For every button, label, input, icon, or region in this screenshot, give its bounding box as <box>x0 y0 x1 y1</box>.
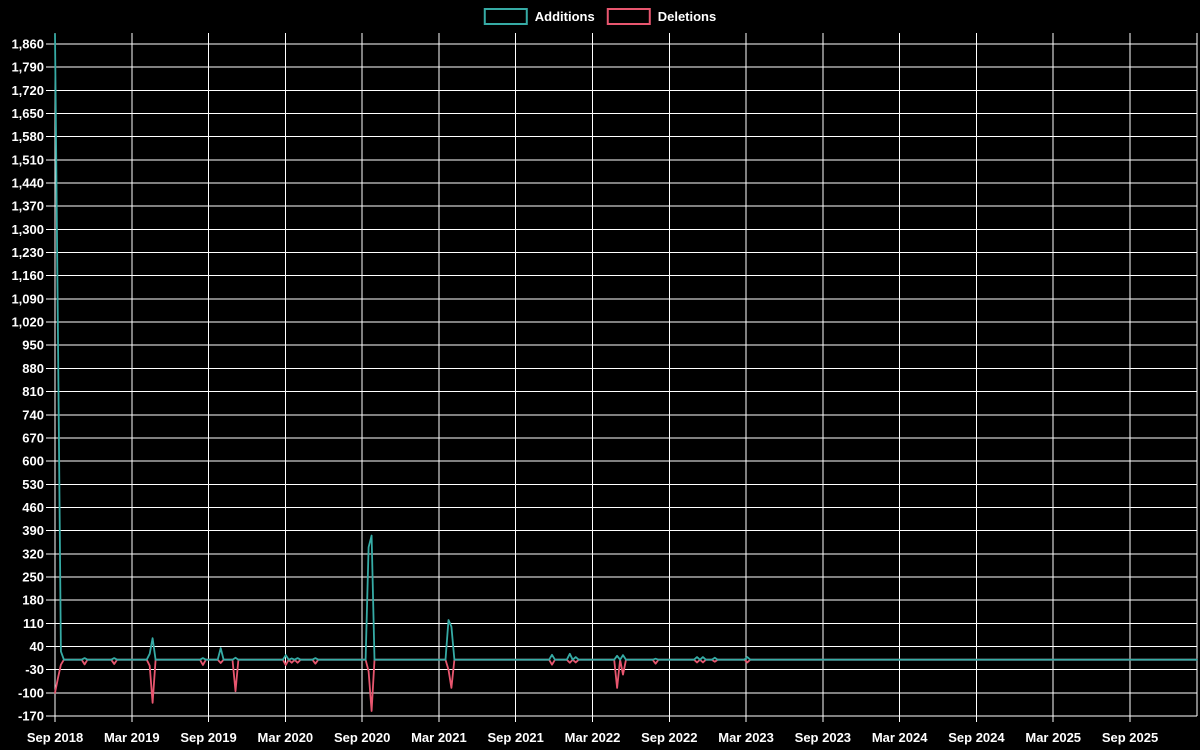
y-axis-tick-label: 1,300 <box>11 222 44 237</box>
y-axis-tick-label: 1,580 <box>11 129 44 144</box>
legend-item-additions[interactable]: Additions <box>483 8 595 25</box>
chart-legend: Additions Deletions <box>483 8 717 25</box>
y-axis-tick-label: 1,720 <box>11 83 44 98</box>
y-axis-tick-label: 1,510 <box>11 152 44 167</box>
x-axis-tick-label: Sep 2019 <box>180 730 236 745</box>
y-axis-tick-label: 390 <box>22 523 44 538</box>
y-axis-tick-label: 530 <box>22 477 44 492</box>
y-axis-tick-label: 670 <box>22 430 44 445</box>
y-axis-tick-label: 950 <box>22 338 44 353</box>
x-axis-tick-label: Mar 2019 <box>104 730 160 745</box>
y-axis-tick-label: 1,090 <box>11 291 44 306</box>
y-axis-tick-label: -100 <box>18 685 44 700</box>
x-axis-tick-label: Sep 2018 <box>27 730 83 745</box>
x-axis-tick-label: Mar 2021 <box>411 730 467 745</box>
x-axis-tick-label: Mar 2025 <box>1025 730 1081 745</box>
x-axis-tick-label: Mar 2023 <box>718 730 774 745</box>
x-axis-tick-label: Mar 2022 <box>565 730 621 745</box>
y-axis-tick-label: 250 <box>22 569 44 584</box>
y-axis-tick-label: 1,020 <box>11 315 44 330</box>
y-axis-tick-label: 1,790 <box>11 60 44 75</box>
x-axis-tick-label: Sep 2024 <box>948 730 1005 745</box>
y-axis-tick-label: 1,370 <box>11 199 44 214</box>
x-axis-tick-label: Mar 2020 <box>258 730 314 745</box>
deletions-line <box>54 658 1198 712</box>
y-axis-tick-label: 600 <box>22 454 44 469</box>
y-axis-tick-label: 110 <box>23 616 44 631</box>
legend-item-deletions[interactable]: Deletions <box>606 8 717 25</box>
y-axis-tick-label: 1,230 <box>11 245 44 260</box>
y-axis-tick-label: 810 <box>22 384 44 399</box>
y-axis-tick-label: 320 <box>22 546 44 561</box>
y-axis-tick-label: 180 <box>22 593 44 608</box>
y-axis-tick-label: 1,160 <box>11 268 44 283</box>
y-axis-tick-label: -30 <box>25 662 44 677</box>
deletions-legend-label: Deletions <box>657 9 717 24</box>
x-axis-tick-label: Sep 2025 <box>1102 730 1158 745</box>
additions-legend-swatch <box>483 8 528 25</box>
y-axis-tick-label: 1,440 <box>11 176 44 191</box>
y-axis-tick-label: 40 <box>30 639 44 654</box>
additions-legend-label: Additions <box>534 9 595 24</box>
x-axis-tick-label: Sep 2023 <box>795 730 851 745</box>
x-axis-tick-label: Sep 2021 <box>488 730 544 745</box>
x-axis-tick-label: Sep 2022 <box>641 730 697 745</box>
x-axis-tick-label: Mar 2024 <box>872 730 928 745</box>
x-axis-tick-label: Sep 2020 <box>334 730 390 745</box>
y-axis-tick-label: 1,860 <box>11 37 44 52</box>
y-axis-tick-label: 460 <box>22 500 44 515</box>
y-axis-tick-label: 740 <box>22 407 44 422</box>
y-axis-tick-label: -170 <box>18 709 44 724</box>
y-axis-tick-label: 880 <box>22 361 44 376</box>
additions-line <box>54 33 1198 661</box>
y-axis-tick-label: 1,650 <box>11 106 44 121</box>
deletions-legend-swatch <box>606 8 651 25</box>
